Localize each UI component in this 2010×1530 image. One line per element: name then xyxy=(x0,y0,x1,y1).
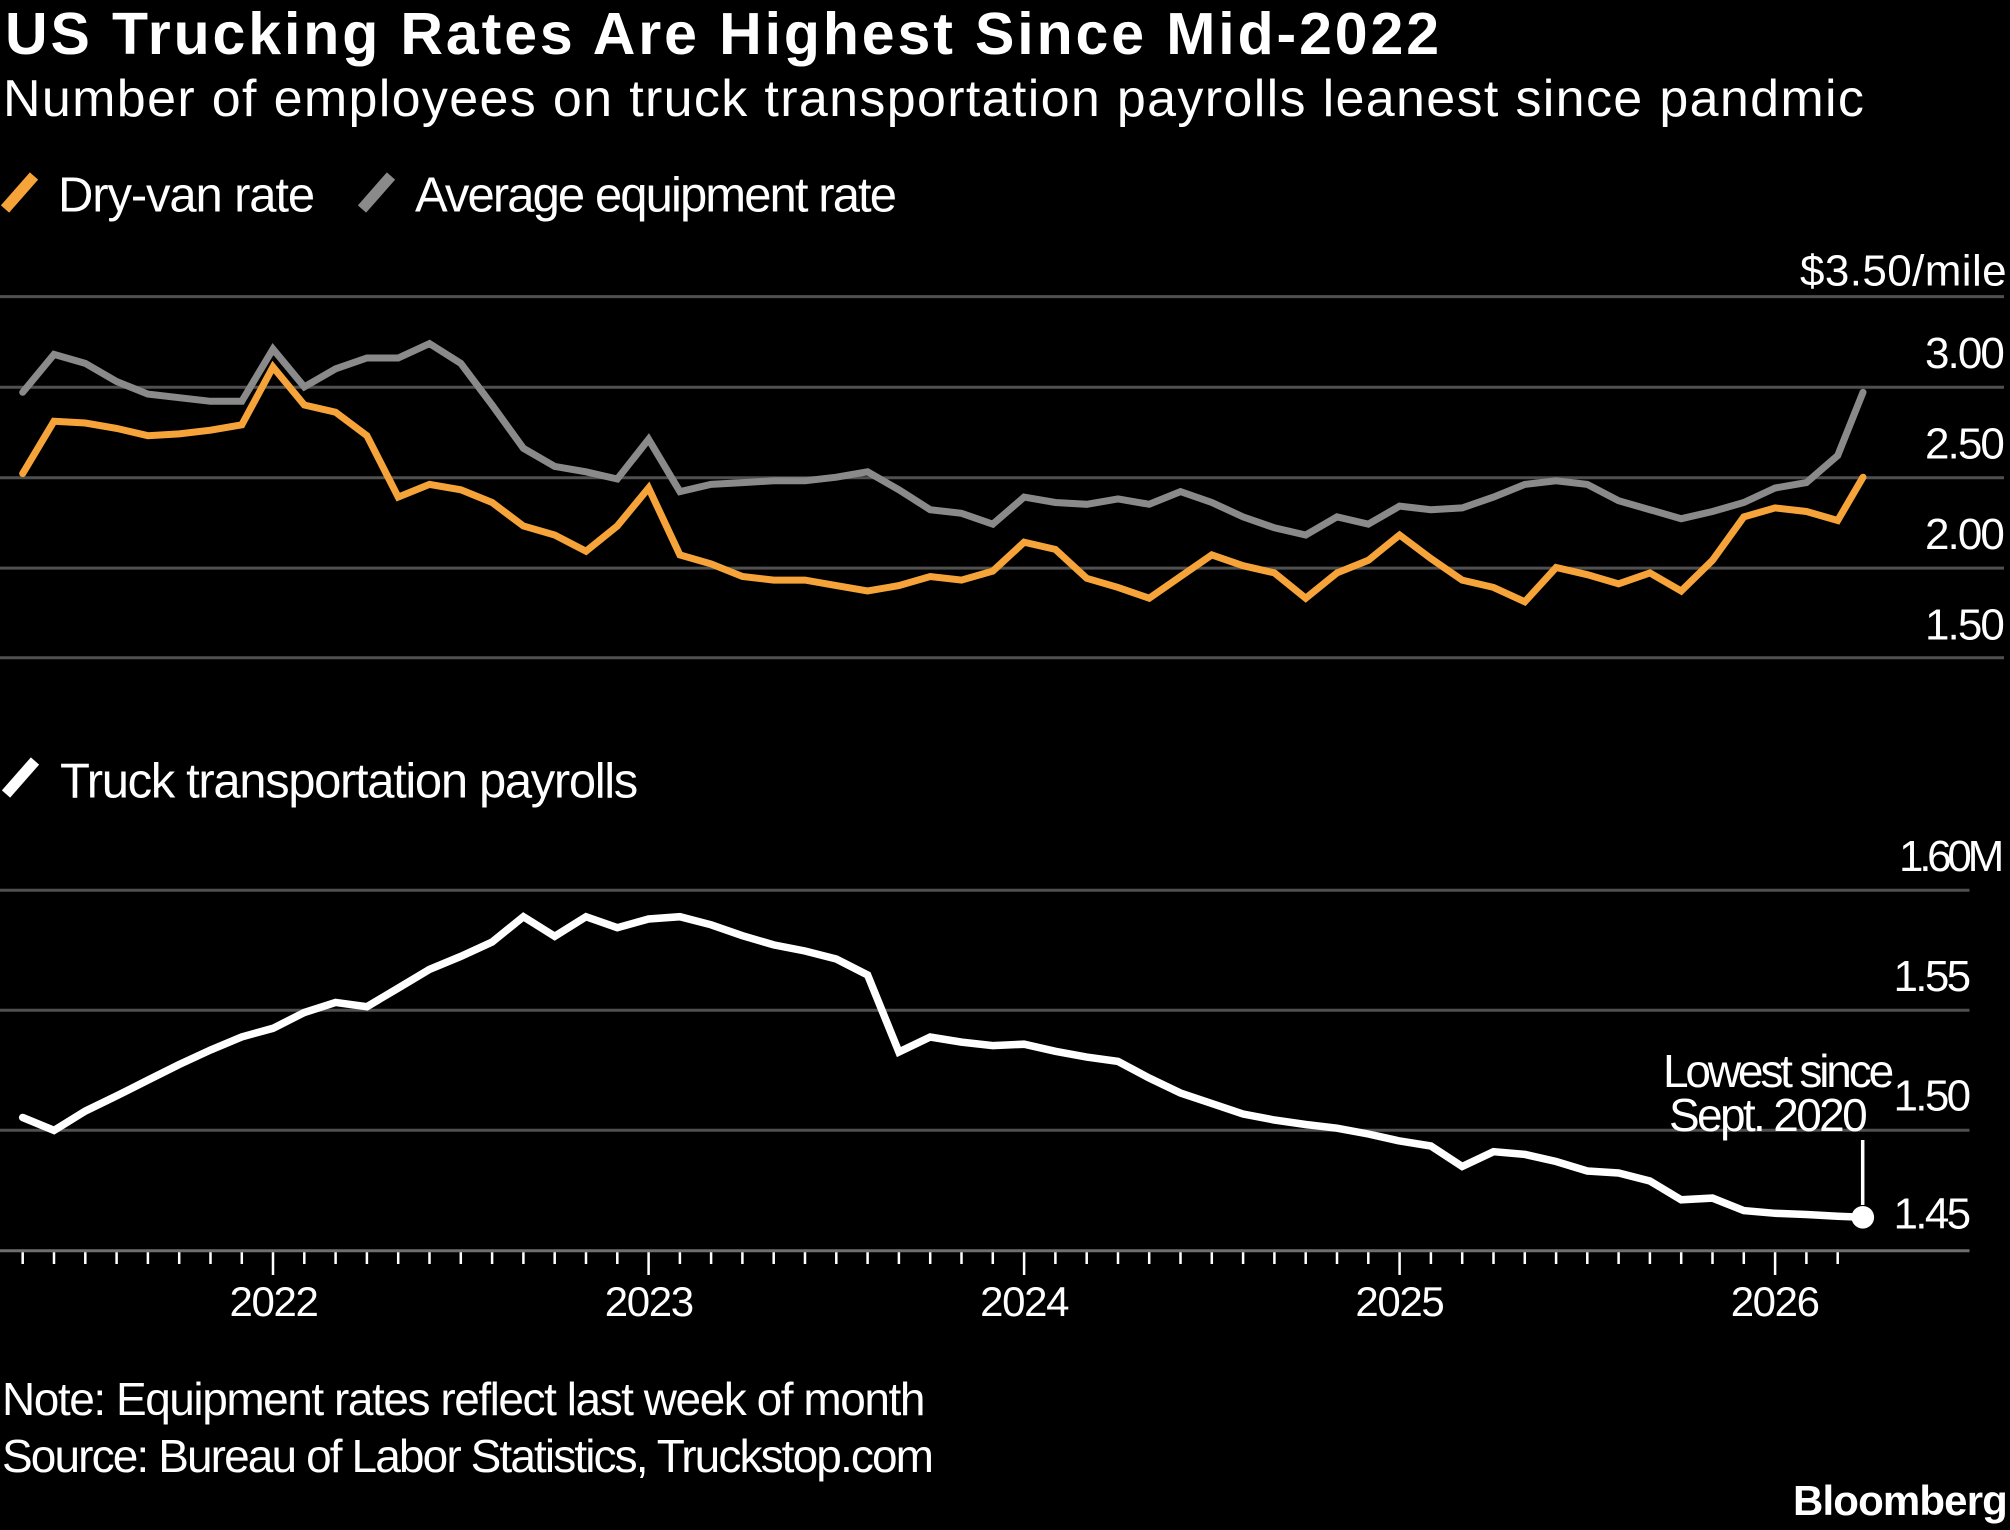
svg-text:2023: 2023 xyxy=(605,1278,693,1325)
svg-text:2025: 2025 xyxy=(1355,1278,1443,1325)
svg-text:1.60M: 1.60M xyxy=(1899,832,2002,881)
svg-text:1.50: 1.50 xyxy=(1925,601,2003,650)
svg-text:Sept. 2020: Sept. 2020 xyxy=(1669,1089,1866,1141)
svg-text:2024: 2024 xyxy=(980,1278,1069,1325)
svg-text:3.00: 3.00 xyxy=(1925,329,2003,378)
svg-text:$3.50/mile: $3.50/mile xyxy=(1800,247,2007,296)
svg-text:1.55: 1.55 xyxy=(1894,952,1970,1001)
svg-text:Bloomberg: Bloomberg xyxy=(1793,1477,2007,1524)
svg-text:2.50: 2.50 xyxy=(1925,420,2003,469)
svg-text:Dry-van rate: Dry-van rate xyxy=(58,169,314,223)
svg-text:2.00: 2.00 xyxy=(1925,510,2003,559)
svg-text:Lowest since: Lowest since xyxy=(1663,1045,1893,1097)
svg-text:1.50: 1.50 xyxy=(1894,1072,1970,1121)
svg-text:Note: Equipment rates reflect: Note: Equipment rates reflect last week … xyxy=(2,1373,924,1425)
svg-text:2022: 2022 xyxy=(230,1278,318,1325)
svg-text:US Trucking Rates Are Highest: US Trucking Rates Are Highest Since Mid-… xyxy=(5,1,1442,67)
svg-text:Truck transportation payrolls: Truck transportation payrolls xyxy=(60,755,637,809)
svg-text:2026: 2026 xyxy=(1731,1278,1819,1325)
svg-text:Average equipment rate: Average equipment rate xyxy=(415,169,896,223)
svg-text:Source: Bureau of Labor Statis: Source: Bureau of Labor Statistics, Truc… xyxy=(2,1430,932,1482)
svg-text:1.45: 1.45 xyxy=(1894,1190,1970,1239)
svg-text:Number of employees on truck t: Number of employees on truck transportat… xyxy=(3,70,1865,128)
